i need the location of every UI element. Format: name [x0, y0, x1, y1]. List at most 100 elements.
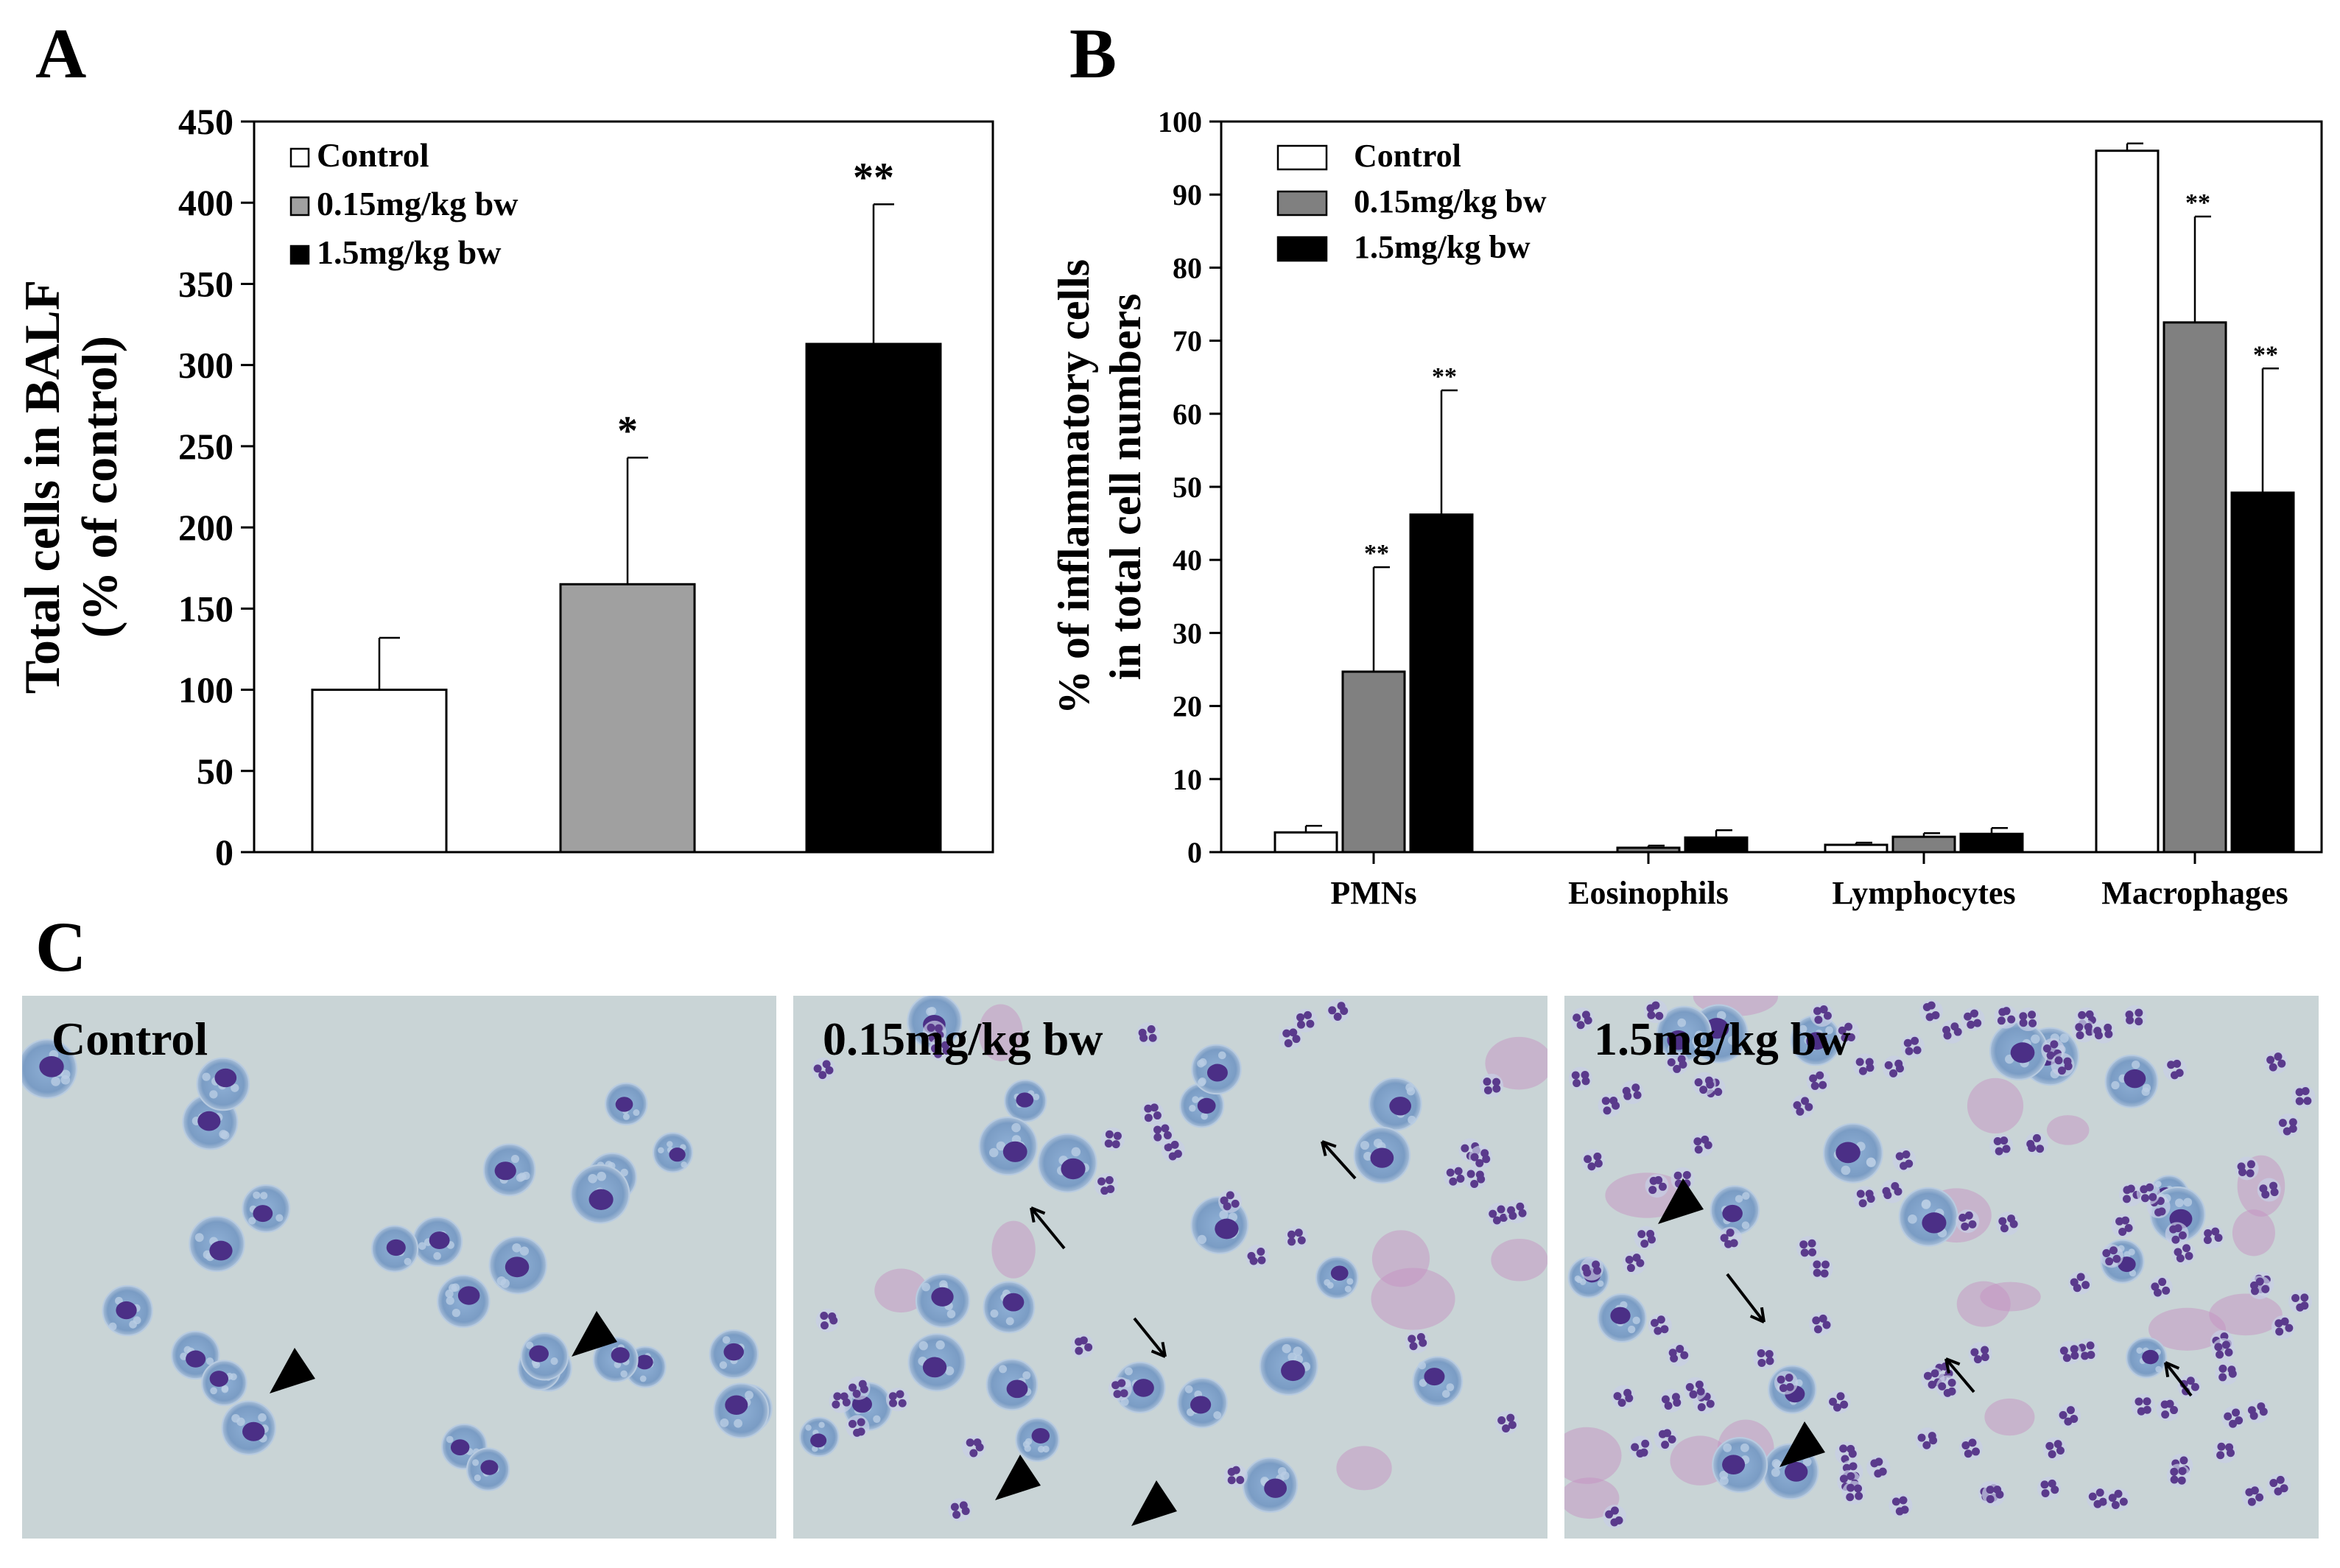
pmn-cell: [1827, 1390, 1851, 1414]
debris-blob: [1984, 1398, 2035, 1436]
pmn-cell: [1809, 1312, 1833, 1336]
pmn-cell: [1570, 1008, 1595, 1032]
micrograph-background: [793, 996, 1547, 1539]
chart-a-ytick-label: 250: [178, 426, 233, 467]
micrograph-panel: Control: [22, 996, 776, 1539]
chart-b-bar: [1616, 846, 1681, 854]
pmn-cell: [1842, 1480, 1866, 1505]
pmn-cell: [1150, 1121, 1174, 1145]
pmn-cell: [1961, 1007, 1985, 1031]
pmn-cell: [2024, 1132, 2048, 1156]
chart-b-legend-swatch: [1276, 236, 1328, 262]
pmn-cell: [2057, 1340, 2081, 1365]
debris-blob: [1564, 1477, 1620, 1519]
arrow-marker: [1321, 1140, 1357, 1180]
pmn-cell: [1796, 1236, 1821, 1260]
macrophage-cell: [1003, 1079, 1047, 1122]
pmn-cell: [2288, 1290, 2312, 1314]
chart-b-ytick-label: 40: [1173, 544, 1202, 577]
pmn-cell: [885, 1388, 910, 1412]
chart-b-ylabel-2: in total cell numbers: [1101, 294, 1150, 681]
pmn-cell: [1486, 1203, 1511, 1227]
macrophage-cell: [201, 1360, 247, 1406]
pmn-cell: [2086, 1486, 2110, 1511]
pmn-cell: [1989, 1133, 2014, 1158]
pmn-cell: [846, 1376, 871, 1400]
macrophage-cell: [22, 1038, 77, 1099]
pmn-cell: [1958, 1436, 1983, 1460]
debris-blob: [1491, 1238, 1547, 1282]
debris-blob: [978, 1004, 1023, 1061]
chart-b-legend-label: 1.5mg/kg bw: [1354, 229, 1531, 265]
pmn-cell: [1809, 1256, 1833, 1281]
macrophage-cell: [1015, 1417, 1060, 1462]
chart-a-bars: ***: [311, 155, 942, 854]
chart-a-legend-swatch: [289, 147, 310, 168]
pmn-cell: [1900, 1034, 1925, 1058]
pmn-cell: [1611, 1385, 1635, 1409]
macrophage-cell: [1898, 1186, 1958, 1247]
chart-a-ylabel-2: (% of control): [71, 336, 127, 638]
arrow-marker: [1133, 1317, 1167, 1358]
chart-a-ytick-label: 450: [178, 101, 233, 142]
pmn-cell: [1968, 1342, 1992, 1366]
chart-b-ytick-label: 80: [1173, 251, 1202, 284]
pmn-cell: [1094, 1173, 1118, 1197]
arrowhead-marker: [1131, 1480, 1177, 1526]
pmn-cell: [1956, 1209, 1980, 1234]
pmn-cell: [1568, 1066, 1592, 1091]
chart-b-significance: **: [1364, 540, 1389, 567]
pmn-cell: [1996, 1212, 2020, 1236]
pmn-cell: [1645, 1174, 1669, 1198]
chart-b-ytick-label: 30: [1173, 616, 1202, 650]
pmn-cell: [2248, 1276, 2272, 1300]
macrophage-cell: [798, 1416, 840, 1458]
chart-b-bar: [1409, 513, 1474, 854]
chart-a-legend-swatch: [289, 196, 310, 217]
pmn-cell: [2271, 1315, 2295, 1339]
pmn-cell: [1666, 1343, 1690, 1367]
pmn-cell: [1140, 1101, 1164, 1125]
macrophage-cell: [482, 1143, 536, 1197]
chart-b-bars: ** ** ** **: [1273, 142, 2295, 854]
arrow-marker: [1944, 1357, 1975, 1393]
chart-b-ytick-label: 90: [1173, 178, 1202, 211]
pmn-cell: [1791, 1094, 1815, 1119]
pmn-cell: [1852, 1053, 1877, 1077]
debris-blob: [2046, 1115, 2090, 1145]
micrograph-panel: 0.15mg/kg bw: [793, 996, 1547, 1539]
macrophage-cell: [978, 1116, 1038, 1176]
panel-letter-c: C: [35, 907, 86, 986]
pmn-cell: [1581, 1149, 1606, 1173]
pmn-cell: [1643, 999, 1668, 1024]
debris-blob: [1967, 1077, 2024, 1134]
pmn-cell: [2221, 1406, 2246, 1430]
chart-a-ytick-label: 350: [178, 263, 233, 304]
pmn-cell: [2131, 1393, 2155, 1418]
macrophage-cell: [713, 1382, 770, 1439]
arrow-marker: [1726, 1273, 1765, 1323]
chart-a-legend-label: 1.5mg/kg bw: [317, 233, 501, 271]
chart-a-legend-label: Control: [317, 136, 429, 174]
arrowhead-marker: [270, 1348, 315, 1393]
pmn-cell: [1919, 999, 1943, 1024]
debris-blob: [1956, 1281, 2011, 1327]
micrograph-label: 0.15mg/kg bw: [823, 1013, 1103, 1065]
pmn-cell: [1463, 1166, 1487, 1190]
chart-b-category-label: Lymphocytes: [1832, 875, 2015, 911]
pmn-cell: [1892, 1148, 1916, 1173]
chart-a-legend-swatch: [289, 245, 310, 265]
chart-b-bar: [1891, 835, 1956, 854]
chart-a-ylabel: Total cells in BALF: [14, 280, 70, 694]
chart-a-ytick-label: 400: [178, 182, 233, 223]
pmn-cell: [1628, 1435, 1653, 1460]
pmn-cell: [1853, 1186, 1877, 1210]
micrograph-label: Control: [52, 1013, 208, 1065]
pmn-cell: [2072, 1019, 2096, 1043]
macrophage-cell: [652, 1132, 694, 1173]
chart-a-bar: [311, 689, 448, 854]
pmn-cell: [1495, 1410, 1519, 1435]
pmn-cell: [1108, 1377, 1132, 1401]
pmn-cell: [2099, 1244, 2123, 1268]
debris-blob: [2148, 1307, 2227, 1351]
